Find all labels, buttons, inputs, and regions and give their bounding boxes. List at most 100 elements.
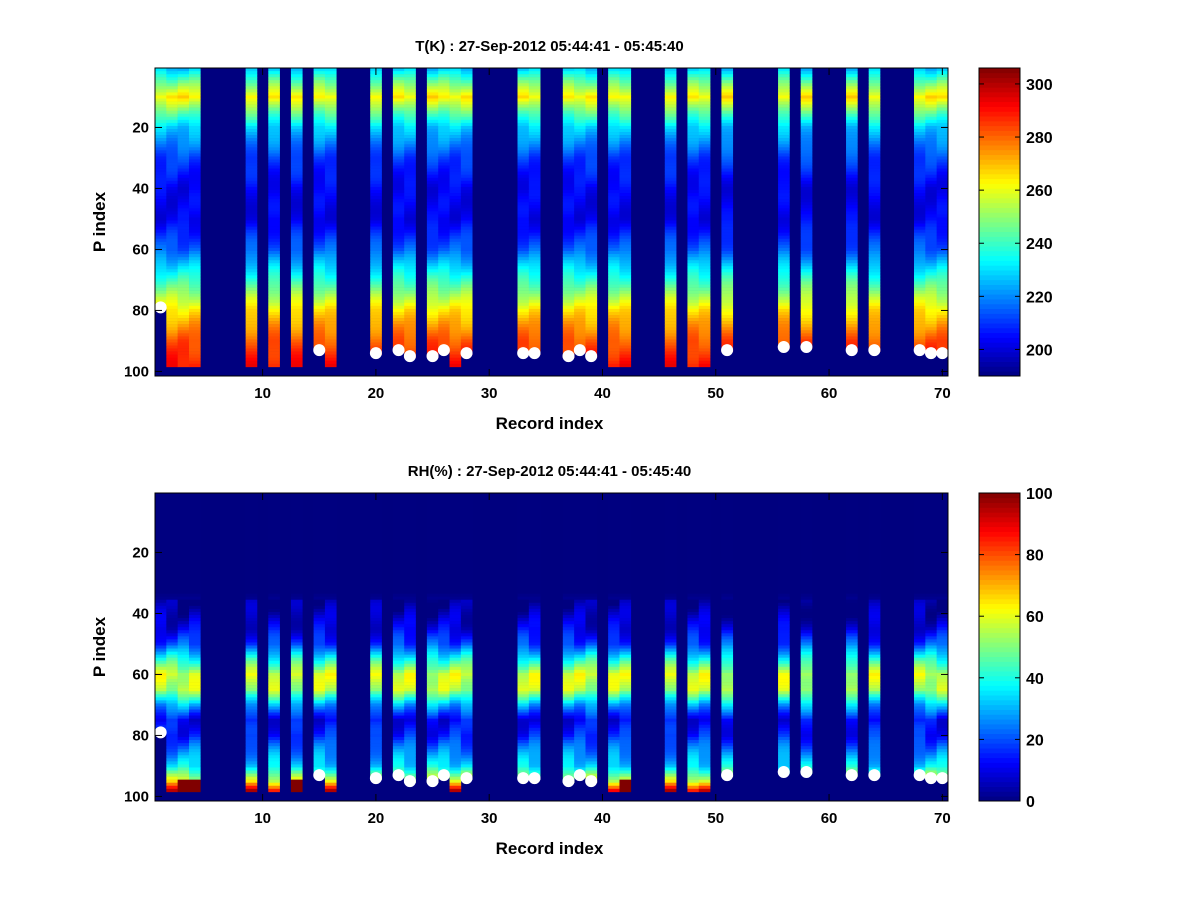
heatmap-cell — [245, 520, 258, 524]
heatmap-cell — [460, 226, 473, 230]
heatmap-cell — [155, 80, 167, 84]
heatmap-cell — [177, 159, 190, 163]
heatmap-cell — [268, 205, 280, 209]
heatmap-cell — [528, 156, 541, 160]
heatmap-cell — [528, 144, 541, 148]
heatmap-cell — [155, 517, 167, 521]
heatmap-cell — [324, 553, 337, 558]
heatmap-cell — [245, 730, 258, 735]
heatmap-cell — [426, 235, 439, 240]
heatmap-cell — [245, 77, 258, 81]
heatmap-cell — [166, 642, 178, 646]
heatmap-cell — [800, 86, 813, 90]
heatmap-cell — [687, 348, 700, 352]
heatmap-cell — [188, 159, 201, 163]
heatmap-cell — [245, 208, 258, 212]
heatmap-cell — [268, 499, 280, 503]
heatmap-cell — [574, 89, 586, 93]
heatmap-cell — [324, 327, 337, 331]
heatmap-cell — [936, 110, 949, 115]
heatmap-cell — [664, 296, 677, 301]
heatmap-cell — [936, 315, 949, 319]
heatmap-cell — [449, 199, 462, 203]
heatmap-column — [290, 68, 303, 368]
heatmap-cell — [166, 602, 178, 607]
heatmap-cell — [936, 333, 949, 337]
heatmap-cell — [721, 333, 734, 337]
heatmap-cell — [166, 147, 178, 151]
heatmap-cell — [562, 122, 575, 127]
heatmap-cell — [313, 104, 326, 108]
heatmap-cell — [177, 639, 190, 643]
heatmap-cell — [800, 250, 813, 255]
heatmap-cell — [290, 541, 303, 546]
heatmap-cell — [268, 226, 280, 230]
heatmap-cell — [392, 712, 405, 716]
heatmap-cell — [245, 333, 258, 337]
heatmap-cell — [800, 104, 813, 108]
heatmap-cell — [800, 205, 813, 209]
heatmap-cell — [313, 557, 326, 561]
heatmap-cell — [404, 715, 416, 719]
heatmap-cell — [449, 354, 462, 358]
heatmap-cell — [517, 147, 530, 151]
heatmap-cell — [188, 171, 201, 176]
heatmap-cell — [313, 138, 326, 142]
heatmap-cell — [914, 275, 926, 279]
heatmap-cell — [608, 354, 620, 358]
heatmap-cell — [438, 223, 450, 227]
heatmap-cell — [245, 611, 258, 616]
heatmap-cell — [268, 572, 280, 576]
heatmap-cell — [778, 98, 790, 102]
heatmap-cell — [449, 165, 462, 169]
heatmap-cell — [619, 150, 632, 154]
heatmap-cell — [290, 208, 303, 212]
heatmap-cell — [778, 174, 790, 179]
heatmap-cell — [460, 523, 473, 527]
heatmap-cell — [324, 202, 337, 206]
heatmap-cell — [392, 168, 405, 172]
heatmap-cell — [868, 281, 881, 285]
heatmap-cell — [370, 654, 382, 658]
heatmap-cell — [608, 339, 620, 343]
heatmap-cell — [936, 95, 949, 99]
heatmap-cell — [438, 502, 450, 506]
heatmap-cell — [800, 77, 813, 81]
heatmap-cell — [370, 156, 382, 160]
heatmap-cell — [188, 147, 201, 151]
heatmap-cell — [245, 135, 258, 139]
heatmap-cell — [517, 278, 530, 282]
heatmap-cell — [664, 211, 677, 215]
colorbar-segment — [979, 173, 1020, 180]
heatmap-cell — [245, 566, 258, 570]
heatmap-cell — [166, 321, 178, 325]
heatmap-cell — [324, 217, 337, 221]
heatmap-cell — [562, 257, 575, 261]
heatmap-cell — [370, 663, 382, 668]
heatmap-cell — [449, 758, 462, 762]
heatmap-cell — [868, 174, 881, 179]
heatmap-cell — [517, 311, 530, 316]
heatmap-cell — [268, 584, 280, 588]
heatmap-cell — [188, 502, 201, 506]
heatmap-cell — [290, 165, 303, 169]
heatmap-cell — [778, 241, 790, 246]
heatmap-cell — [392, 281, 405, 285]
heatmap-cell — [914, 293, 926, 298]
heatmap-cell — [177, 526, 190, 530]
heatmap-cell — [925, 284, 937, 288]
heatmap-cell — [619, 153, 632, 157]
heatmap-cell — [721, 305, 734, 310]
heatmap-cell — [166, 293, 178, 298]
heatmap-cell — [619, 71, 632, 75]
heatmap-cell — [268, 311, 280, 316]
surface-point — [845, 344, 858, 357]
heatmap-cell — [188, 125, 201, 130]
heatmap-cell — [449, 266, 462, 270]
heatmap-cell — [188, 107, 201, 111]
heatmap-cell — [846, 193, 858, 197]
colorbar-segment — [979, 207, 1020, 213]
heatmap-cell — [188, 217, 201, 221]
heatmap-cell — [438, 263, 450, 267]
heatmap-cell — [177, 311, 190, 316]
